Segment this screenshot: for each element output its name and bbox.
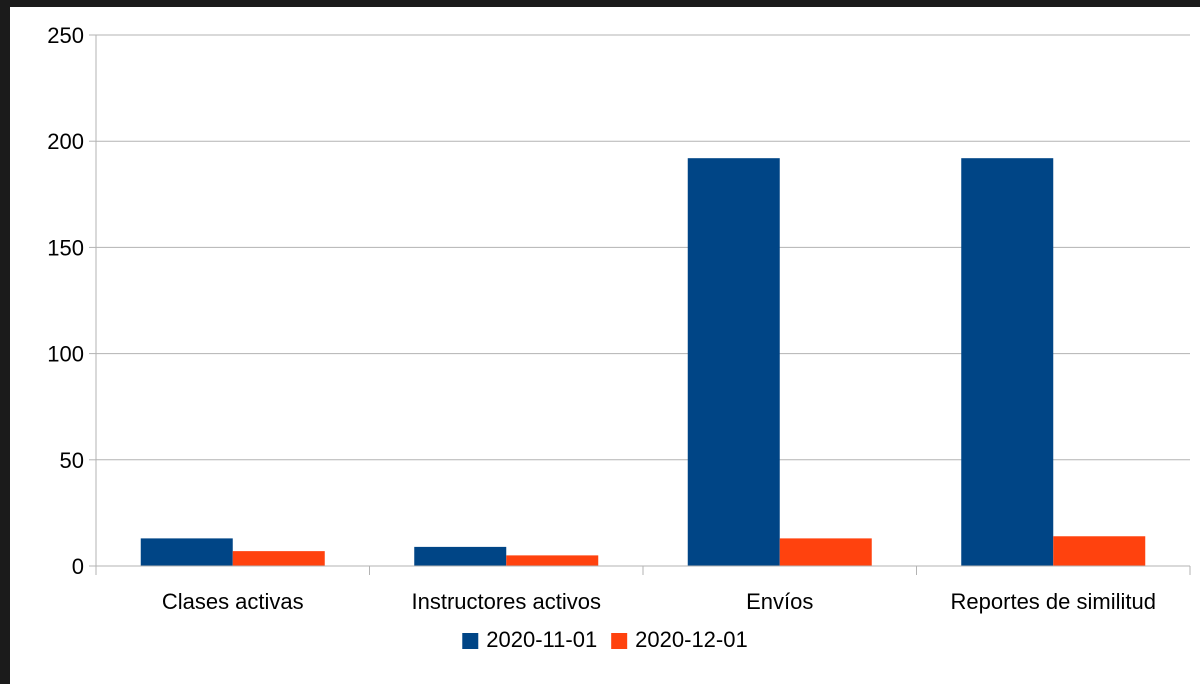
y-tick-label: 50 (60, 448, 84, 473)
category-label: Envíos (746, 589, 813, 614)
legend-swatch (611, 633, 628, 649)
bar (232, 551, 325, 566)
bar-chart: 0 50 100 150 200 250 Clases activas Instructor… (47, 23, 1191, 652)
axes (89, 34, 1191, 575)
category-label: Reportes de similitud (951, 589, 1156, 614)
bar (779, 538, 872, 566)
legend: 2020-11-01 2020-12-01 (462, 627, 748, 652)
bar (1053, 536, 1146, 566)
legend-item: 2020-12-01 (611, 627, 748, 652)
bars (140, 158, 1146, 566)
bar (961, 158, 1054, 566)
bar (414, 546, 507, 566)
category-label: Clases activas (162, 589, 304, 614)
bar (140, 538, 233, 566)
y-tick-label: 250 (47, 23, 84, 48)
bar (687, 158, 780, 566)
bar (506, 555, 599, 566)
category-label: Instructores activos (411, 589, 601, 614)
legend-item: 2020-11-01 (462, 627, 597, 652)
y-tick-labels: 0 50 100 150 200 250 (47, 23, 84, 579)
legend-label: 2020-11-01 (486, 627, 597, 652)
legend-label: 2020-12-01 (635, 627, 748, 652)
y-tick-label: 0 (72, 554, 84, 579)
category-labels: Clases activas Instructores activos Envíos… (162, 589, 1156, 614)
y-tick-label: 200 (47, 129, 84, 154)
y-tick-label: 100 (47, 342, 84, 367)
legend-swatch (462, 633, 479, 649)
chart-frame: 0 50 100 150 200 250 Clases activas Instructor… (10, 7, 1200, 684)
y-tick-label: 150 (47, 235, 84, 260)
